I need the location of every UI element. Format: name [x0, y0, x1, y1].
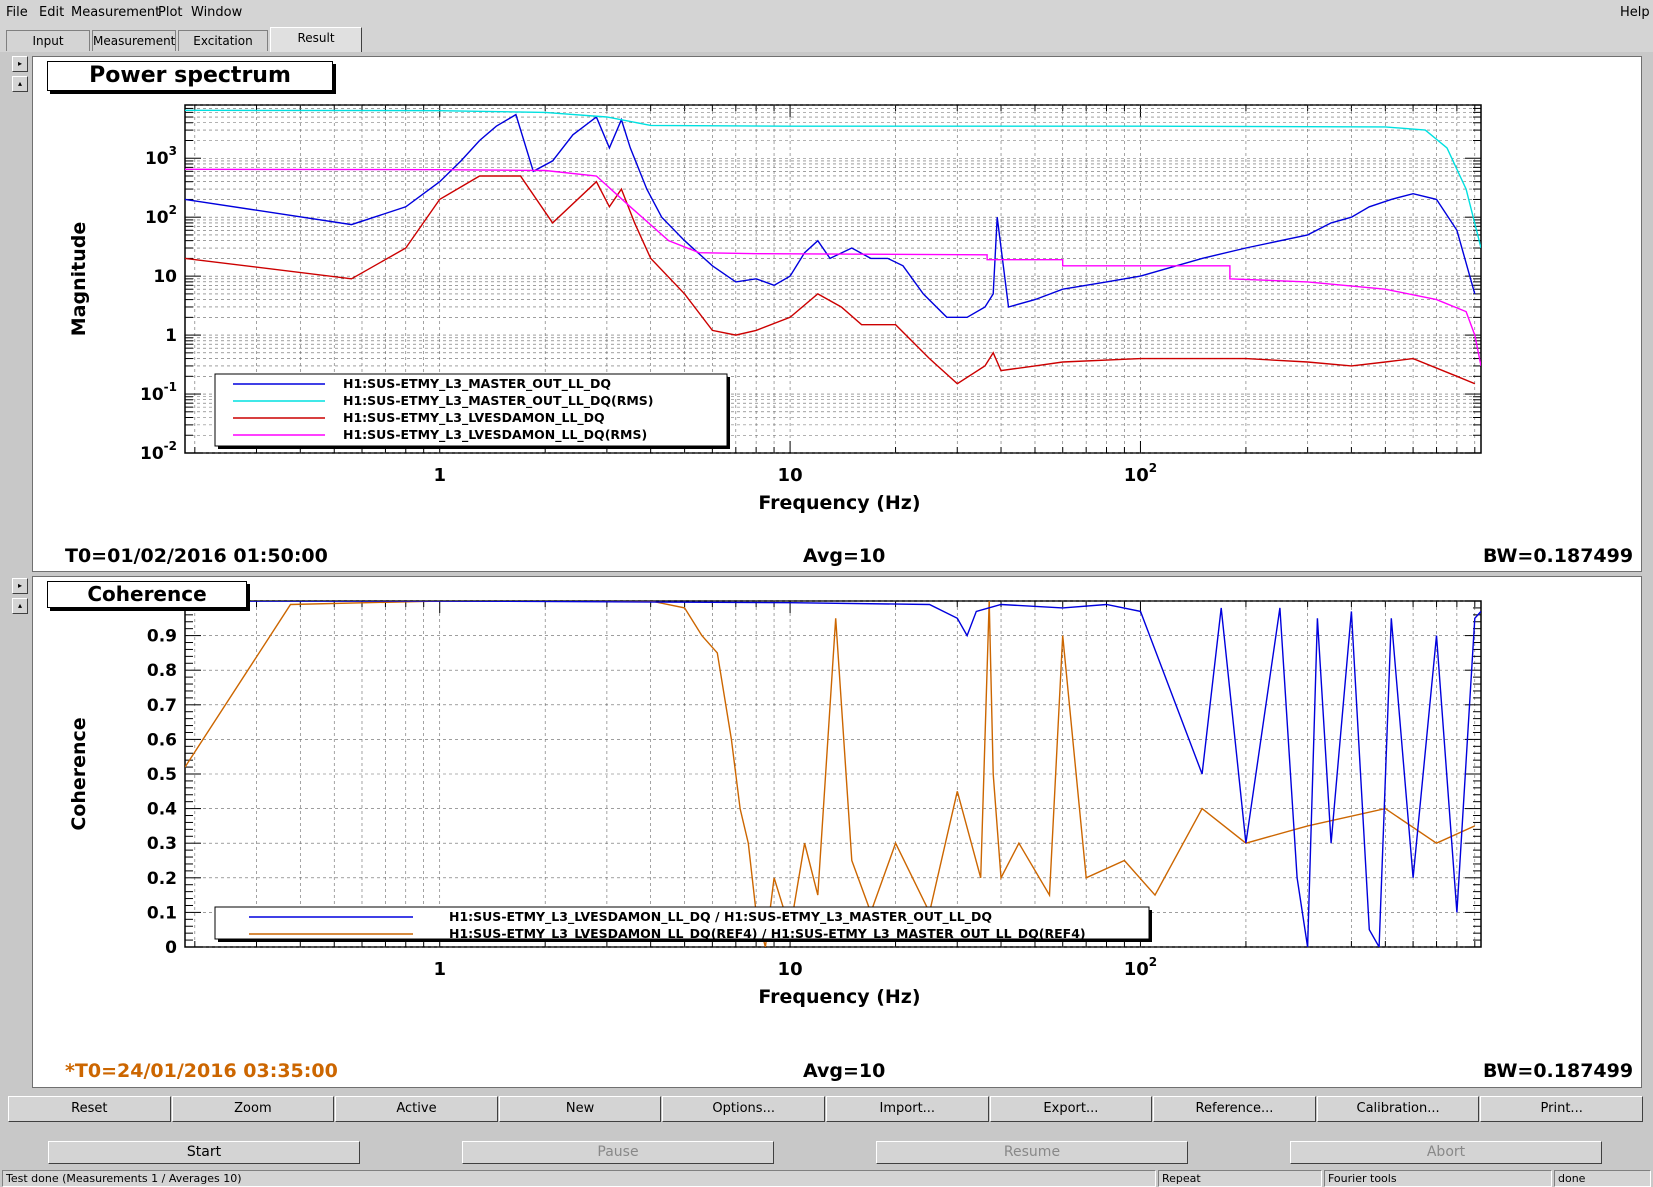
- y-tick-label: 103: [145, 144, 177, 169]
- x-axis-label: Frequency (Hz): [758, 492, 920, 514]
- legend-box: [214, 373, 728, 447]
- status-repeat: Repeat: [1158, 1170, 1322, 1187]
- legend-entry: H1:SUS-ETMY_L3_LVESDAMON_LL_DQ(RMS): [343, 427, 647, 443]
- tab-result[interactable]: Result: [270, 27, 362, 52]
- y-tick-label: 10-1: [140, 380, 177, 405]
- panel-top-collapse-button[interactable]: ▴: [12, 76, 28, 92]
- series-group-0: [185, 109, 1481, 385]
- plot-button-new[interactable]: New: [498, 1096, 662, 1122]
- abort-button[interactable]: Abort: [1290, 1141, 1602, 1164]
- menu-measurement[interactable]: Measurement: [71, 5, 161, 20]
- y-tick-label: 0.5: [147, 765, 177, 785]
- coherence-panel: 11010200.10.20.30.40.50.60.70.80.91Frequ…: [32, 576, 1642, 1088]
- y-tick-label: 1: [165, 326, 177, 346]
- resume-button[interactable]: Resume: [876, 1141, 1188, 1164]
- grid-0: [185, 104, 1481, 454]
- x-tick-exponent: 2: [1149, 955, 1157, 969]
- y-axis-label: Coherence: [68, 717, 90, 830]
- panel-bottom-expand-button[interactable]: ▸: [12, 578, 28, 594]
- plot-button-export[interactable]: Export...: [989, 1096, 1153, 1122]
- y-tick-label: 0.4: [147, 800, 177, 820]
- legend-0: H1:SUS-ETMY_L3_MASTER_OUT_LL_DQH1:SUS-ET…: [214, 373, 730, 449]
- panel-bottom-collapse-button[interactable]: ▴: [12, 598, 28, 614]
- power-spectrum-panel: 1 10 102 103 102 10 1 10-1 10-2 Frequency (Hz) Mag…: [32, 56, 1642, 572]
- series-line-1-0: [185, 601, 1481, 947]
- start-button[interactable]: Start: [48, 1141, 360, 1164]
- y-tick-label: 102: [145, 203, 177, 228]
- y-tick-label: 0.8: [147, 661, 177, 681]
- plot-button-import[interactable]: Import...: [826, 1096, 989, 1122]
- series-line-0-0: [185, 113, 1476, 318]
- x-tick-label: 1: [433, 959, 446, 980]
- bw-label-bottom: BW=0.187499: [1483, 1060, 1634, 1082]
- y-axis-label: Magnitude: [68, 222, 90, 336]
- menu-plot[interactable]: Plot: [158, 5, 183, 20]
- status-state: done: [1554, 1170, 1651, 1187]
- y-tick-exponent: 2: [169, 203, 177, 217]
- legend-entry: H1:SUS-ETMY_L3_LVESDAMON_LL_DQ / H1:SUS-…: [449, 909, 992, 925]
- panel-top-expand-button[interactable]: ▸: [12, 56, 28, 72]
- y-tick-label: 0.3: [147, 834, 177, 854]
- y-tick-label: 0.6: [147, 730, 177, 750]
- y-tick-exponent: -1: [164, 380, 177, 394]
- status-tools: Fourier tools: [1324, 1170, 1552, 1187]
- plot-button-active[interactable]: Active: [335, 1096, 498, 1122]
- legend-entry: H1:SUS-ETMY_L3_MASTER_OUT_LL_DQ(RMS): [343, 393, 654, 409]
- x-tick-label: 10: [778, 465, 803, 486]
- plot-button-calibration[interactable]: Calibration...: [1316, 1096, 1480, 1122]
- y-tick-label: 0.7: [147, 696, 177, 716]
- plot-button-reference[interactable]: Reference...: [1153, 1096, 1316, 1122]
- series-line-0-3: [185, 168, 1481, 367]
- status-message: Test done (Measurements 1 / Averages 10): [2, 1170, 1156, 1187]
- legend-entry: H1:SUS-ETMY_L3_MASTER_OUT_LL_DQ: [343, 376, 611, 392]
- y-tick-label: 0.2: [147, 869, 177, 889]
- legend-1: H1:SUS-ETMY_L3_LVESDAMON_LL_DQ / H1:SUS-…: [214, 906, 1152, 942]
- plot-button-reset[interactable]: Reset: [8, 1096, 171, 1122]
- series-line-0-1: [185, 109, 1481, 249]
- legend-box: [214, 906, 1150, 940]
- legend-entry: H1:SUS-ETMY_L3_LVESDAMON_LL_DQ(REF4) / H…: [449, 926, 1086, 942]
- plot-button-zoom[interactable]: Zoom: [171, 1096, 335, 1122]
- x-axis-label: Frequency (Hz): [758, 986, 920, 1008]
- menu-help[interactable]: Help: [1620, 5, 1650, 20]
- t0-label: T0=01/02/2016 01:50:00: [65, 545, 328, 567]
- menu-edit[interactable]: Edit: [39, 5, 65, 20]
- plot-button-options[interactable]: Options...: [662, 1096, 825, 1122]
- pause-button[interactable]: Pause: [462, 1141, 774, 1164]
- y-tick-label: 0.1: [147, 903, 177, 923]
- menu-bar: File Edit Measurement Plot Window Help: [0, 0, 1653, 27]
- avg-label-bottom: Avg=10: [803, 1060, 886, 1082]
- x-tick-label: 10: [778, 959, 803, 980]
- tab-bar: Input Measurement Excitation Result: [0, 26, 1653, 52]
- legend-entry: H1:SUS-ETMY_L3_LVESDAMON_LL_DQ: [343, 410, 605, 426]
- menu-window[interactable]: Window: [191, 5, 243, 20]
- y-tick-exponent: -2: [164, 439, 177, 453]
- y-tick-label: 0.9: [147, 627, 177, 647]
- series-line-0-2: [185, 175, 1476, 385]
- bw-label: BW=0.187499: [1483, 545, 1634, 567]
- tab-measurement[interactable]: Measurement: [92, 30, 176, 51]
- avg-label: Avg=10: [803, 545, 886, 567]
- tab-excitation[interactable]: Excitation: [178, 30, 268, 51]
- tab-input[interactable]: Input: [6, 30, 90, 51]
- x-tick-exponent: 2: [1149, 461, 1157, 475]
- ref-t0-label: *T0=24/01/2016 03:35:00: [65, 1060, 338, 1082]
- power-spectrum-title: Power spectrum: [47, 61, 333, 91]
- coherence-chart[interactable]: 11010200.10.20.30.40.50.60.70.80.91Frequ…: [33, 577, 1641, 1087]
- y-tick-exponent: 3: [169, 144, 177, 158]
- y-tick-label: 0: [165, 938, 177, 958]
- plot-button-print[interactable]: Print...: [1480, 1096, 1643, 1122]
- x-tick-label: 102: [1124, 461, 1157, 486]
- menu-file[interactable]: File: [6, 5, 28, 20]
- y-tick-label: 10-2: [140, 439, 177, 464]
- coherence-title: Coherence: [47, 581, 247, 608]
- x-tick-label: 102: [1124, 955, 1157, 980]
- x-tick-label: 1: [433, 465, 446, 486]
- y-tick-label: 10: [153, 267, 177, 287]
